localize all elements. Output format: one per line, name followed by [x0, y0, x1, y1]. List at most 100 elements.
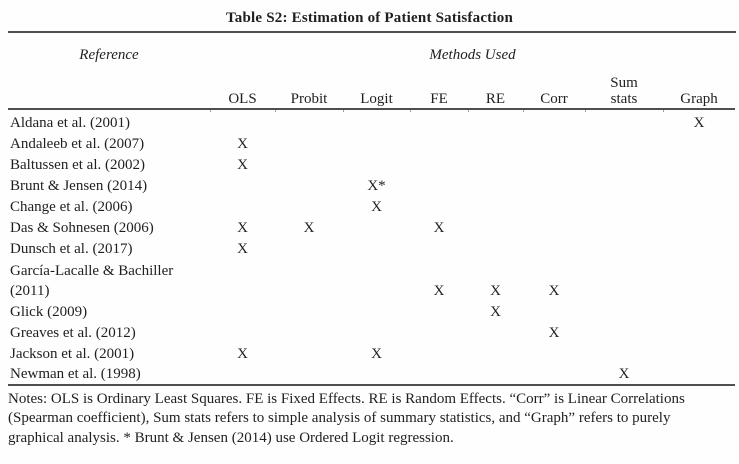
mark-cell — [410, 133, 468, 154]
title-rule — [8, 31, 736, 33]
mark-cell — [523, 196, 585, 217]
mark-cell — [523, 112, 585, 133]
mark-cell — [210, 175, 275, 196]
mark-cell — [585, 301, 663, 322]
mark-cell — [468, 322, 523, 343]
mark-cell — [210, 112, 275, 133]
mark-cell — [663, 259, 735, 301]
table-row: Glick (2009) X — [8, 301, 735, 322]
mark-cell — [343, 238, 410, 259]
reference-cell: Newman et al. (1998) — [8, 364, 210, 386]
mark-cell — [275, 301, 343, 322]
mark-cell — [410, 343, 468, 364]
mark-cell: X — [237, 157, 248, 173]
mark-cell: X — [237, 346, 248, 362]
reference-cell: Jackson et al. (2001) — [10, 346, 135, 362]
mark-cell — [663, 196, 735, 217]
mark-cell — [663, 217, 735, 238]
mark-cell — [468, 154, 523, 175]
notes-line: (Spearman coefficient), Sum stats refers… — [8, 410, 671, 427]
table-row: Brunt & Jensen (2014) X* — [8, 175, 735, 196]
mark-cell — [663, 154, 735, 175]
table-row: Newman et al. (1998) X — [8, 364, 735, 386]
table-row: Greaves et al. (2012) X — [8, 322, 735, 343]
mark-cell — [343, 217, 410, 238]
mark-cell — [410, 301, 468, 322]
mark-cell — [410, 196, 468, 217]
mark-cell — [523, 238, 585, 259]
mark-cell — [343, 322, 410, 343]
mark-cell — [275, 133, 343, 154]
mark-cell — [663, 301, 735, 322]
mark-cell — [343, 154, 410, 175]
mark-cell: X — [433, 283, 445, 299]
mark-cell — [663, 133, 735, 154]
table-row: García-Lacalle & Bachiller (2011) X X X — [8, 259, 735, 301]
mark-cell — [210, 259, 275, 301]
mark-cell: X — [371, 199, 382, 215]
mark-cell — [585, 196, 663, 217]
mark-cell — [275, 364, 343, 386]
notes-line: Notes: OLS is Ordinary Least Squares. FE… — [8, 391, 685, 407]
mark-cell — [468, 196, 523, 217]
column-header-re: RE — [468, 69, 523, 110]
mark-cell — [275, 112, 343, 133]
mark-cell — [468, 217, 523, 238]
column-header-probit: Probit — [275, 69, 343, 110]
column-header-ols: OLS — [210, 69, 275, 110]
table-row: Baltussen et al. (2002) X — [8, 154, 735, 175]
mark-cell — [523, 343, 585, 364]
table-notes: Notes: OLS is Ordinary Least Squares. FE… — [8, 390, 735, 448]
mark-cell — [210, 322, 275, 343]
notes-line: graphical analysis. * Brunt & Jensen (20… — [8, 429, 454, 446]
table-row: Jackson et al. (2001) X X — [8, 343, 735, 364]
estimation-table: Reference Methods Used OLS Probit Logit … — [8, 33, 735, 386]
column-header-sum-stats: Sum stats — [585, 69, 663, 110]
mark-cell — [468, 364, 523, 386]
mark-cell: X — [371, 346, 382, 362]
mark-cell: X — [490, 304, 501, 320]
mark-cell — [410, 238, 468, 259]
mark-cell — [275, 343, 343, 364]
mark-cell — [343, 112, 410, 133]
mark-cell — [585, 322, 663, 343]
mark-cell: X — [237, 220, 248, 236]
mark-cell: X — [548, 283, 560, 299]
mark-cell — [275, 154, 343, 175]
reference-cell: Glick (2009) — [10, 304, 88, 320]
mark-cell — [523, 364, 585, 386]
mark-cell — [210, 301, 275, 322]
mark-cell — [663, 322, 735, 343]
mark-cell — [343, 364, 410, 386]
reference-header: Reference — [79, 46, 139, 63]
mark-cell — [275, 196, 343, 217]
mark-cell — [275, 238, 343, 259]
reference-cell: Dunsch et al. (2017) — [10, 241, 133, 257]
mark-cell — [585, 133, 663, 154]
reference-cell: Das & Sohnesen (2006) — [10, 220, 154, 236]
mark-cell — [275, 259, 343, 301]
mark-cell — [663, 238, 735, 259]
reference-cell: Change et al. (2006) — [10, 199, 133, 215]
mark-cell: X — [693, 115, 705, 131]
table-row: Das & Sohnesen (2006) X X X — [8, 217, 735, 238]
mark-cell — [663, 343, 735, 364]
mark-cell — [410, 364, 468, 386]
mark-cell — [663, 175, 735, 196]
mark-cell: X — [303, 220, 315, 236]
mark-cell — [468, 112, 523, 133]
mark-cell — [468, 133, 523, 154]
column-header-logit: Logit — [343, 69, 410, 110]
table-row: Andaleeb et al. (2007) X — [8, 133, 735, 154]
mark-cell: X — [237, 241, 248, 257]
mark-cell — [468, 343, 523, 364]
mark-cell — [663, 364, 735, 386]
table-row: Change et al. (2006) X — [8, 196, 735, 217]
reference-cell: Brunt & Jensen (2014) — [10, 178, 148, 194]
mark-cell — [343, 301, 410, 322]
table-row: Dunsch et al. (2017) X — [8, 238, 735, 259]
mark-cell — [210, 196, 275, 217]
mark-cell: X — [585, 364, 663, 386]
reference-cell: Aldana et al. (2001) — [10, 115, 130, 131]
